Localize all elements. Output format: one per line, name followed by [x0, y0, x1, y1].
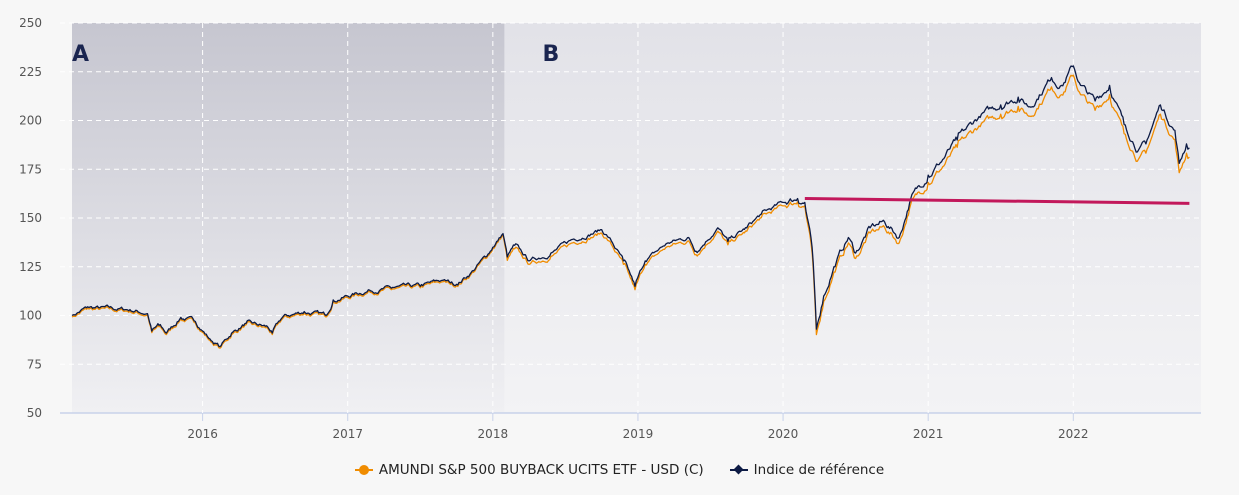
x-tick-label: 2016: [187, 427, 218, 441]
x-tick-label: 2021: [913, 427, 944, 441]
line-chart: A B 50 75 100 125 150 175 200 225 250 2016 2017 201…: [19, 16, 1202, 441]
legend: AMUNDI S&P 500 BUYBACK UCITS ETF - USD (…: [0, 462, 1239, 478]
y-tick-label: 50: [27, 406, 42, 420]
x-tick-label: 2017: [332, 427, 363, 441]
y-tick-label: 150: [19, 211, 42, 225]
x-tick-label: 2022: [1058, 427, 1089, 441]
legend-label: AMUNDI S&P 500 BUYBACK UCITS ETF - USD (…: [378, 462, 704, 478]
y-tick-label: 225: [19, 65, 42, 79]
x-tick-label: 2019: [623, 427, 654, 441]
legend-item-fund[interactable]: AMUNDI S&P 500 BUYBACK UCITS ETF - USD (…: [354, 462, 704, 478]
orange-circle-marker-icon: [354, 464, 373, 476]
y-tick-label: 100: [19, 309, 42, 323]
x-tick-label: 2018: [478, 427, 509, 441]
x-tick-label: 2020: [768, 427, 799, 441]
legend-item-reference[interactable]: Indice de référence: [729, 462, 885, 478]
y-tick-label: 250: [19, 16, 42, 30]
legend-label: Indice de référence: [753, 462, 885, 478]
navy-diamond-marker-icon: [729, 464, 748, 476]
y-tick-label: 125: [19, 260, 42, 274]
annotation-level-line: [804, 197, 1190, 205]
region-label-a: A: [72, 42, 89, 67]
region-label-b: B: [542, 42, 559, 67]
y-tick-label: 200: [19, 114, 42, 128]
y-tick-label: 75: [27, 357, 42, 371]
y-tick-label: 175: [19, 162, 42, 176]
series-line-reference: [71, 65, 1190, 348]
series-line-fund: [71, 74, 1190, 349]
